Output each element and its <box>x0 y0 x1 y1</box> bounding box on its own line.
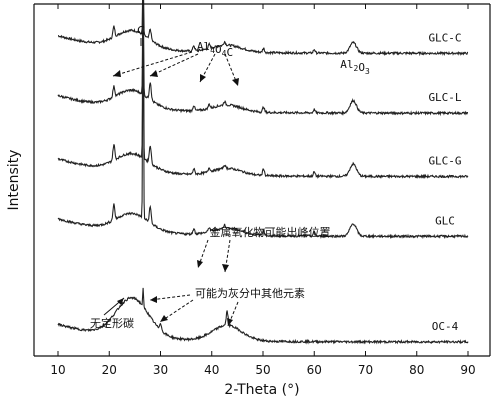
y-axis-title: Intensity <box>6 150 22 211</box>
ash-arrow-1 <box>149 294 191 301</box>
ash-arrowhead-3 <box>227 318 233 326</box>
amorphous-carbon-annotation: 无定形碳 <box>90 316 134 330</box>
x-tick-label: 20 <box>102 363 117 377</box>
al4o4c-arrowhead-4 <box>232 78 239 86</box>
series-line-glc <box>57 0 469 240</box>
metal-oxide-annotation: 金属氧化物可能出峰位置 <box>210 225 331 239</box>
amorphous-arrowhead <box>117 298 124 305</box>
series-labels: GLC-C GLC-L GLC-G GLC OC-4 <box>428 31 461 333</box>
al4o4c-arrowhead-1 <box>113 70 121 77</box>
subscript: 2 <box>353 64 358 73</box>
formula-text: Al <box>340 58 353 71</box>
al4o4c-label: Al4O4C <box>197 40 233 59</box>
al4o4c-arrow-2 <box>149 53 199 77</box>
c-peak-label: C <box>137 24 145 37</box>
x-tick-label: 60 <box>307 363 322 377</box>
series-label-glc-g: GLC-G <box>428 154 461 167</box>
x-tick-label: 80 <box>409 363 424 377</box>
x-ticks: 10 20 30 40 50 60 70 80 90 <box>50 4 476 377</box>
annotations: C Al4O4C Al2O3 金属氧化物可能出峰位置 可能为灰分中其他元素 <box>90 24 370 330</box>
series-line-glc-c <box>57 0 469 57</box>
x-tick-label: 90 <box>460 363 475 377</box>
x-tick-label: 30 <box>153 363 168 377</box>
al4o4c-arrow-4 <box>224 53 239 87</box>
metal-oxide-arrowhead-2 <box>222 264 229 272</box>
al4o4c-arrowhead-3 <box>200 74 206 82</box>
x-tick-label: 50 <box>255 363 270 377</box>
subscript: 3 <box>365 67 370 76</box>
axes-frame <box>33 3 491 357</box>
series-line-glc-l <box>57 0 468 117</box>
al4o4c-arrow-1 <box>112 51 193 77</box>
subscript: 4 <box>222 49 227 58</box>
ash-arrowhead-2 <box>160 315 168 322</box>
x-axis-title: 2-Theta (°) <box>224 382 299 398</box>
ash-arrowhead-1 <box>150 296 157 303</box>
series-label-oc-4: OC-4 <box>432 320 459 333</box>
ash-arrow-2 <box>159 299 194 323</box>
x-tick-label: 10 <box>50 363 65 377</box>
series-line-glc-g <box>57 0 469 180</box>
formula-text: Al <box>197 40 210 53</box>
x-tick-label: 40 <box>204 363 219 377</box>
formula-text: C <box>226 46 233 59</box>
ash-elements-annotation: 可能为灰分中其他元素 <box>195 286 305 300</box>
formula-text: O <box>215 43 222 56</box>
metal-oxide-arrowhead-1 <box>197 260 203 268</box>
x-tick-label: 70 <box>358 363 373 377</box>
al2o3-label: Al2O3 <box>340 58 370 76</box>
subscript: 4 <box>210 46 215 55</box>
series-line-oc-4 <box>57 287 469 345</box>
series-label-glc-c: GLC-C <box>428 31 461 44</box>
series-label-glc-l: GLC-L <box>428 91 461 104</box>
al4o4c-arrowhead-2 <box>150 70 158 77</box>
curves-group <box>57 0 469 345</box>
series-label-glc: GLC <box>435 214 455 227</box>
formula-text: O <box>358 61 365 74</box>
